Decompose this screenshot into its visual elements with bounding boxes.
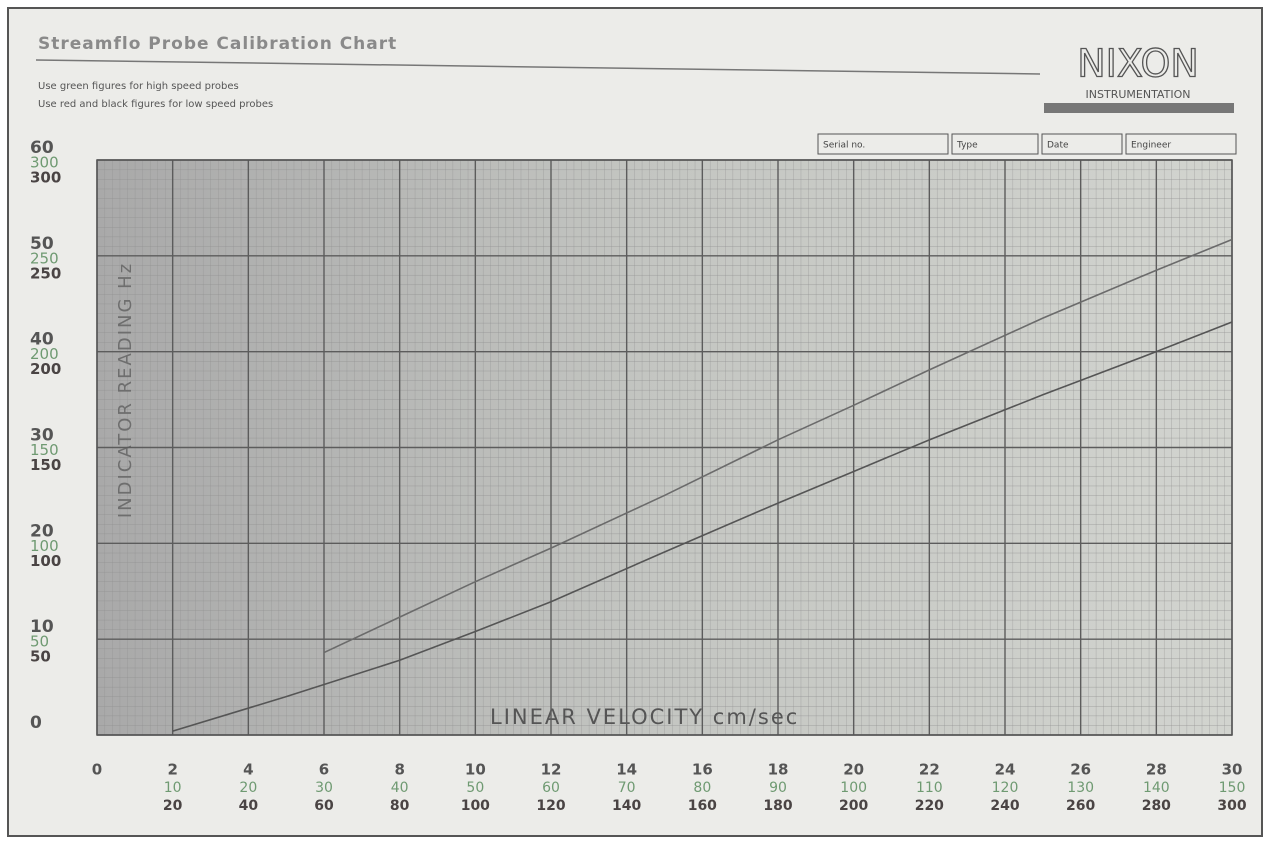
x3-tick-label: 200 — [839, 798, 868, 814]
y-tick-label: 50 — [30, 234, 54, 254]
x-tick-label: 26 — [1070, 761, 1091, 779]
logo-bar — [1044, 103, 1234, 113]
form-box — [1125, 133, 1237, 155]
form-box — [817, 133, 949, 155]
x-tick-label: 6 — [319, 761, 329, 779]
x-tick-label: 0 — [92, 761, 102, 779]
x3-tick-label: 40 — [239, 798, 259, 814]
form-label: Serial no. — [823, 141, 865, 151]
line — [172, 321, 1233, 732]
form-label: Type — [956, 141, 978, 151]
x2-tick-label: 20 — [239, 780, 257, 796]
y3-tick-label: 300 — [30, 169, 61, 187]
x2-tick-label: 30 — [315, 780, 333, 796]
x3-tick-label: 100 — [461, 798, 490, 814]
x-tick-label: 16 — [692, 761, 713, 779]
y3-tick-label: 150 — [30, 456, 61, 474]
y3-tick-label: 50 — [30, 648, 51, 666]
form: Serial no. Type Date Engineer — [817, 133, 1237, 155]
x-tick-label: 12 — [541, 761, 562, 779]
title-rule — [35, 59, 1041, 75]
chart-title: Streamflo Probe Calibration Chart — [38, 34, 397, 54]
y3-tick-label: 200 — [30, 360, 61, 378]
note: Use red and black figures for low speed … — [38, 99, 273, 110]
x3-tick-label: 160 — [688, 798, 717, 814]
x2-tick-label: 10 — [164, 780, 182, 796]
x2-tick-label: 110 — [916, 780, 943, 796]
x3-tick-label: 80 — [390, 798, 410, 814]
y-tick-label: 60 — [30, 138, 54, 158]
y2-tick-label: 300 — [30, 154, 59, 172]
x3-tick-label: 60 — [314, 798, 334, 814]
y-tick-label: 20 — [30, 521, 54, 541]
x-tick-label: 20 — [843, 761, 864, 779]
form-label: Date — [1047, 141, 1069, 151]
form-box — [1041, 133, 1123, 155]
x2-tick-label: 50 — [466, 780, 484, 796]
logo-sub: INSTRUMENTATION — [1086, 88, 1191, 101]
y2-tick-label: 100 — [30, 537, 59, 555]
y-tick-label: 40 — [30, 330, 54, 350]
y-tick-label: 0 — [30, 713, 42, 733]
x2-tick-label: 150 — [1219, 780, 1246, 796]
x2-tick-label: 100 — [840, 780, 867, 796]
y3-tick-label: 100 — [30, 552, 61, 570]
x2-tick-label: 90 — [769, 780, 787, 796]
x-tick-label: 2 — [167, 761, 177, 779]
x3-tick-label: 260 — [1066, 798, 1095, 814]
x3-tick-label: 20 — [163, 798, 183, 814]
x-tick-label: 18 — [768, 761, 789, 779]
plot-frame — [96, 159, 1233, 736]
y-tick-label: 10 — [30, 617, 54, 637]
x3-tick-label: 120 — [536, 798, 565, 814]
logo: NIXON — [1077, 42, 1199, 86]
x2-tick-label: 80 — [693, 780, 711, 796]
y-tick-label: 30 — [30, 426, 54, 446]
x3-tick-label: 140 — [612, 798, 641, 814]
x-tick-label: 24 — [995, 761, 1016, 779]
note: Use green figures for high speed probes — [38, 81, 239, 92]
x3-tick-label: 300 — [1217, 798, 1246, 814]
x-tick-label: 28 — [1146, 761, 1167, 779]
x2-tick-label: 140 — [1143, 780, 1170, 796]
x-tick-label: 8 — [394, 761, 404, 779]
y2-tick-label: 250 — [30, 249, 59, 267]
x2-tick-label: 60 — [542, 780, 560, 796]
x3-tick-label: 180 — [763, 798, 792, 814]
x2-tick-label: 130 — [1067, 780, 1094, 796]
form-label: Engineer — [1131, 141, 1171, 151]
x-tick-label: 30 — [1222, 761, 1243, 779]
x2-tick-label: 70 — [618, 780, 636, 796]
x-tick-label: 22 — [919, 761, 940, 779]
x-tick-label: 14 — [616, 761, 637, 779]
x3-tick-label: 280 — [1142, 798, 1171, 814]
y2-tick-label: 50 — [30, 633, 49, 651]
y2-tick-label: 200 — [30, 345, 59, 363]
x-tick-label: 4 — [243, 761, 253, 779]
x-tick-label: 10 — [465, 761, 486, 779]
y3-tick-label: 250 — [30, 264, 61, 282]
form-box — [951, 133, 1039, 155]
y2-tick-label: 150 — [30, 441, 59, 459]
x2-tick-label: 120 — [992, 780, 1019, 796]
x2-tick-label: 40 — [391, 780, 409, 796]
y-axis-label: INDICATOR READING Hz — [115, 262, 136, 518]
x3-tick-label: 220 — [915, 798, 944, 814]
x3-tick-label: 240 — [990, 798, 1019, 814]
x-axis-label: LINEAR VELOCITY cm/sec — [490, 705, 799, 729]
line — [323, 238, 1233, 654]
